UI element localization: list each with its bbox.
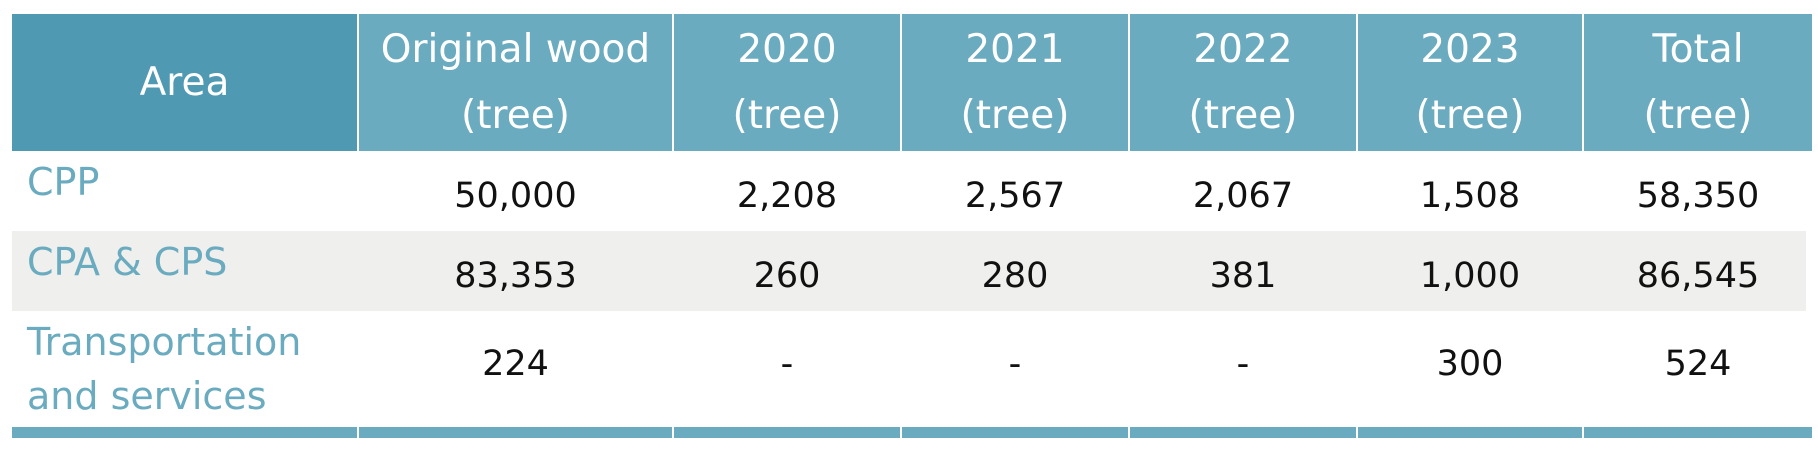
cell-value: 300 [1436,344,1504,384]
header-cell: 2023 (tree) [1358,14,1582,151]
bar-segment [674,427,900,438]
header-cell: 2021 (tree) [902,14,1128,151]
cell-value: 524 [1664,344,1732,384]
bottom-bar [12,427,1812,438]
header-unit: (tree) [1188,92,1298,138]
row-label: CPP [27,160,100,204]
header-title: 2021 [965,26,1065,72]
cell-value: 83,353 [454,256,577,296]
header-title: Area [139,59,230,105]
header-cell: 2022 (tree) [1130,14,1356,151]
cell-value: 1,000 [1419,256,1521,296]
cell-value: 58,350 [1636,176,1760,216]
bar-segment [902,427,1128,438]
header-row: Area Original wood (tree) 2020 (tree) 2021 (tr… [12,14,1812,151]
cell-value: 50,000 [454,176,577,216]
header-unit: (tree) [732,92,842,138]
header-unit: (tree) [960,92,1070,138]
header-unit: (tree) [461,92,570,138]
cell-value: 224 [482,344,549,384]
cell-value: 2,567 [964,176,1066,216]
cell-value: 381 [1209,256,1277,296]
cell-value: 280 [981,256,1049,296]
table-row: Transportation and services 224 - - - 300 524 [12,311,1806,427]
header-title: 2022 [1193,26,1293,72]
header-cell: Area [12,14,357,151]
header-cell: Original wood (tree) [359,14,672,151]
header-title: 2020 [737,26,837,72]
header-title: Total [1652,26,1744,72]
cell-value: - [780,344,794,384]
header-unit: (tree) [1643,92,1753,138]
cell-value: 2,208 [736,176,838,216]
cell-value: 86,545 [1636,256,1760,296]
bar-segment [359,427,672,438]
cell-value: - [1236,344,1250,384]
cell-value: 2,067 [1192,176,1294,216]
cell-value: - [1008,344,1022,384]
row-label: Transportation and services [27,320,302,418]
cell-value: 260 [753,256,821,296]
table-row: CPP 50,000 2,208 2,567 2,067 1,508 58,350 [12,151,1806,231]
cell-value: 1,508 [1419,176,1521,216]
table: Area Original wood (tree) 2020 (tree) 2021 (tr… [12,14,1812,438]
header-title: 2023 [1420,26,1520,72]
table-row: CPA & CPS 83,353 260 280 381 1,000 86,545 [12,231,1806,311]
header-cell: 2020 (tree) [674,14,900,151]
row-label: CPA & CPS [27,240,228,284]
header-cell: Total (tree) [1584,14,1812,151]
header-title: Original wood [380,26,651,72]
bar-segment [1130,427,1356,438]
bar-segment [1358,427,1582,438]
bar-segment [12,427,357,438]
bar-segment [1584,427,1812,438]
header-unit: (tree) [1415,92,1525,138]
